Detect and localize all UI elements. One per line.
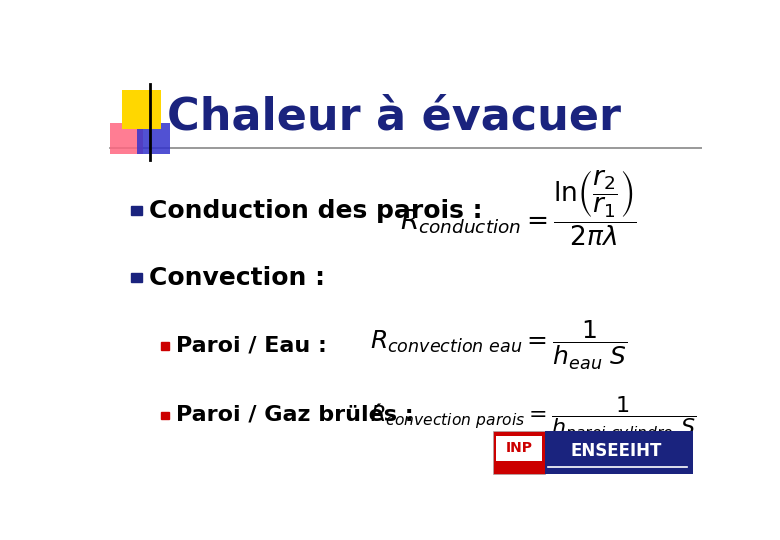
Text: Conduction des parois :: Conduction des parois : xyxy=(149,199,482,223)
Bar xyxy=(161,411,168,419)
Text: Chaleur à évacuer: Chaleur à évacuer xyxy=(167,95,621,138)
Bar xyxy=(131,273,142,282)
Text: $R_{conduction} = \dfrac{\ln\!\left(\dfrac{r_2}{r_1}\right)}{2\pi\lambda}$: $R_{conduction} = \dfrac{\ln\!\left(\dfr… xyxy=(399,168,636,248)
Bar xyxy=(497,436,542,461)
Bar xyxy=(544,431,693,474)
Text: ENSEEIHT: ENSEEIHT xyxy=(570,442,662,460)
Bar xyxy=(161,342,168,349)
Text: Paroi / Eau :: Paroi / Eau : xyxy=(176,336,327,356)
Text: INP: INP xyxy=(506,441,533,455)
Text: $R_{convection\ eau} = \dfrac{1}{h_{eau}\ S}$: $R_{convection\ eau} = \dfrac{1}{h_{eau}… xyxy=(370,319,627,373)
Bar xyxy=(122,90,161,129)
Bar xyxy=(131,206,142,215)
Bar xyxy=(136,123,170,154)
Text: Convection :: Convection : xyxy=(149,266,325,289)
Bar xyxy=(109,123,143,154)
Bar xyxy=(494,431,544,474)
Text: $R_{convection\ parois} = \dfrac{1}{h_{paroi\ cylindre}\ S}$: $R_{convection\ parois} = \dfrac{1}{h_{p… xyxy=(370,394,696,444)
Text: Paroi / Gaz brülés :: Paroi / Gaz brülés : xyxy=(176,406,413,426)
